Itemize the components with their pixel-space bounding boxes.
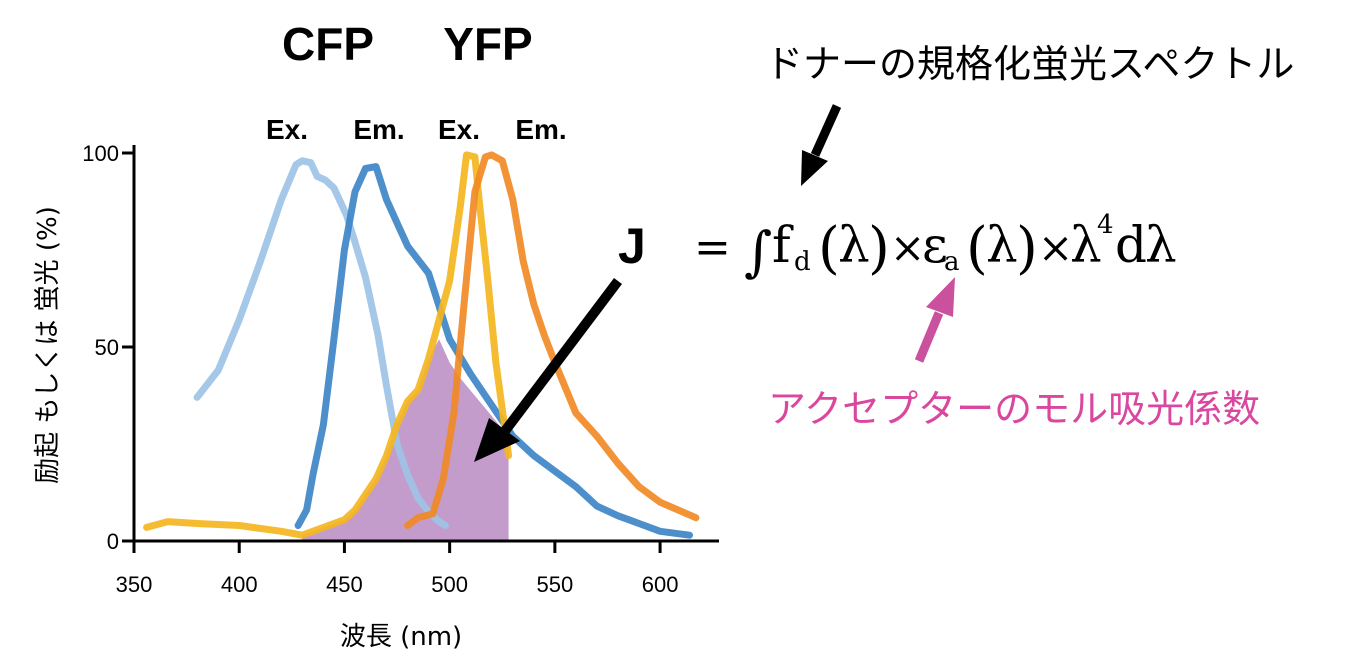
axes: [132, 145, 719, 543]
overlap-integral-equation: = ∫ f d ( λ ) × ε a ( λ ) × λ 4 d λ: [694, 210, 1177, 283]
peak-label-cfp-em: Em.: [353, 114, 404, 145]
y-ticks: 0 50 100: [82, 141, 134, 554]
svg-text:=: =: [694, 222, 731, 273]
title-yfp: YFP: [443, 18, 532, 70]
overlap-arrow: [474, 277, 622, 462]
donor-arrow: [801, 104, 842, 186]
title-cfp: CFP: [282, 18, 374, 70]
svg-text:×: ×: [1038, 223, 1073, 272]
svg-text:ε: ε: [922, 216, 948, 274]
series-line-cfp-ex: [193, 157, 449, 529]
svg-text:(: (: [966, 216, 988, 281]
peak-label-cfp-ex: Ex.: [266, 114, 308, 145]
y-tick-label: 0: [107, 529, 119, 554]
svg-text:λ: λ: [1145, 216, 1177, 274]
svg-text:4: 4: [1097, 210, 1114, 240]
svg-text:(: (: [818, 216, 840, 281]
svg-text:λ: λ: [1070, 216, 1102, 274]
acceptor-arrow: [914, 277, 955, 363]
svg-text:×: ×: [890, 223, 925, 272]
x-tick-label: 550: [537, 572, 574, 597]
donor-spectrum-label: ドナーの規格化蛍光スペクトル: [765, 42, 1294, 86]
x-ticks: 350 400 450 500 550 600: [116, 541, 679, 597]
svg-text:d: d: [1115, 216, 1147, 274]
y-tick-label: 100: [82, 141, 119, 166]
overlap-integral-symbol: J: [618, 218, 646, 274]
svg-text:): ): [868, 216, 890, 281]
x-tick-label: 400: [221, 572, 258, 597]
svg-text:f: f: [772, 216, 794, 274]
series-line-yfp-em: [404, 151, 700, 529]
x-tick-label: 500: [431, 572, 468, 597]
series-group: [143, 151, 700, 539]
svg-text:λ: λ: [986, 216, 1018, 274]
svg-text:d: d: [794, 247, 811, 277]
acceptor-coefficient-label: アクセプターのモル吸光係数: [768, 387, 1260, 431]
peak-label-yfp-ex: Ex.: [438, 114, 480, 145]
peak-label-yfp-em: Em.: [515, 114, 566, 145]
y-axis-label: 励起 もしくは 蛍光 (%): [33, 206, 63, 484]
svg-text:): ): [1016, 216, 1038, 281]
svg-text:λ: λ: [838, 216, 870, 274]
x-tick-label: 350: [116, 572, 153, 597]
x-tick-label: 600: [642, 572, 679, 597]
y-tick-label: 50: [95, 335, 119, 360]
svg-text:a: a: [944, 247, 960, 277]
series-line-cfp-em: [294, 163, 693, 539]
x-tick-label: 450: [326, 572, 363, 597]
x-axis-label: 波長 (nm): [340, 622, 462, 652]
series-line-yfp-ex: [143, 151, 513, 539]
svg-text:∫: ∫: [744, 220, 772, 283]
